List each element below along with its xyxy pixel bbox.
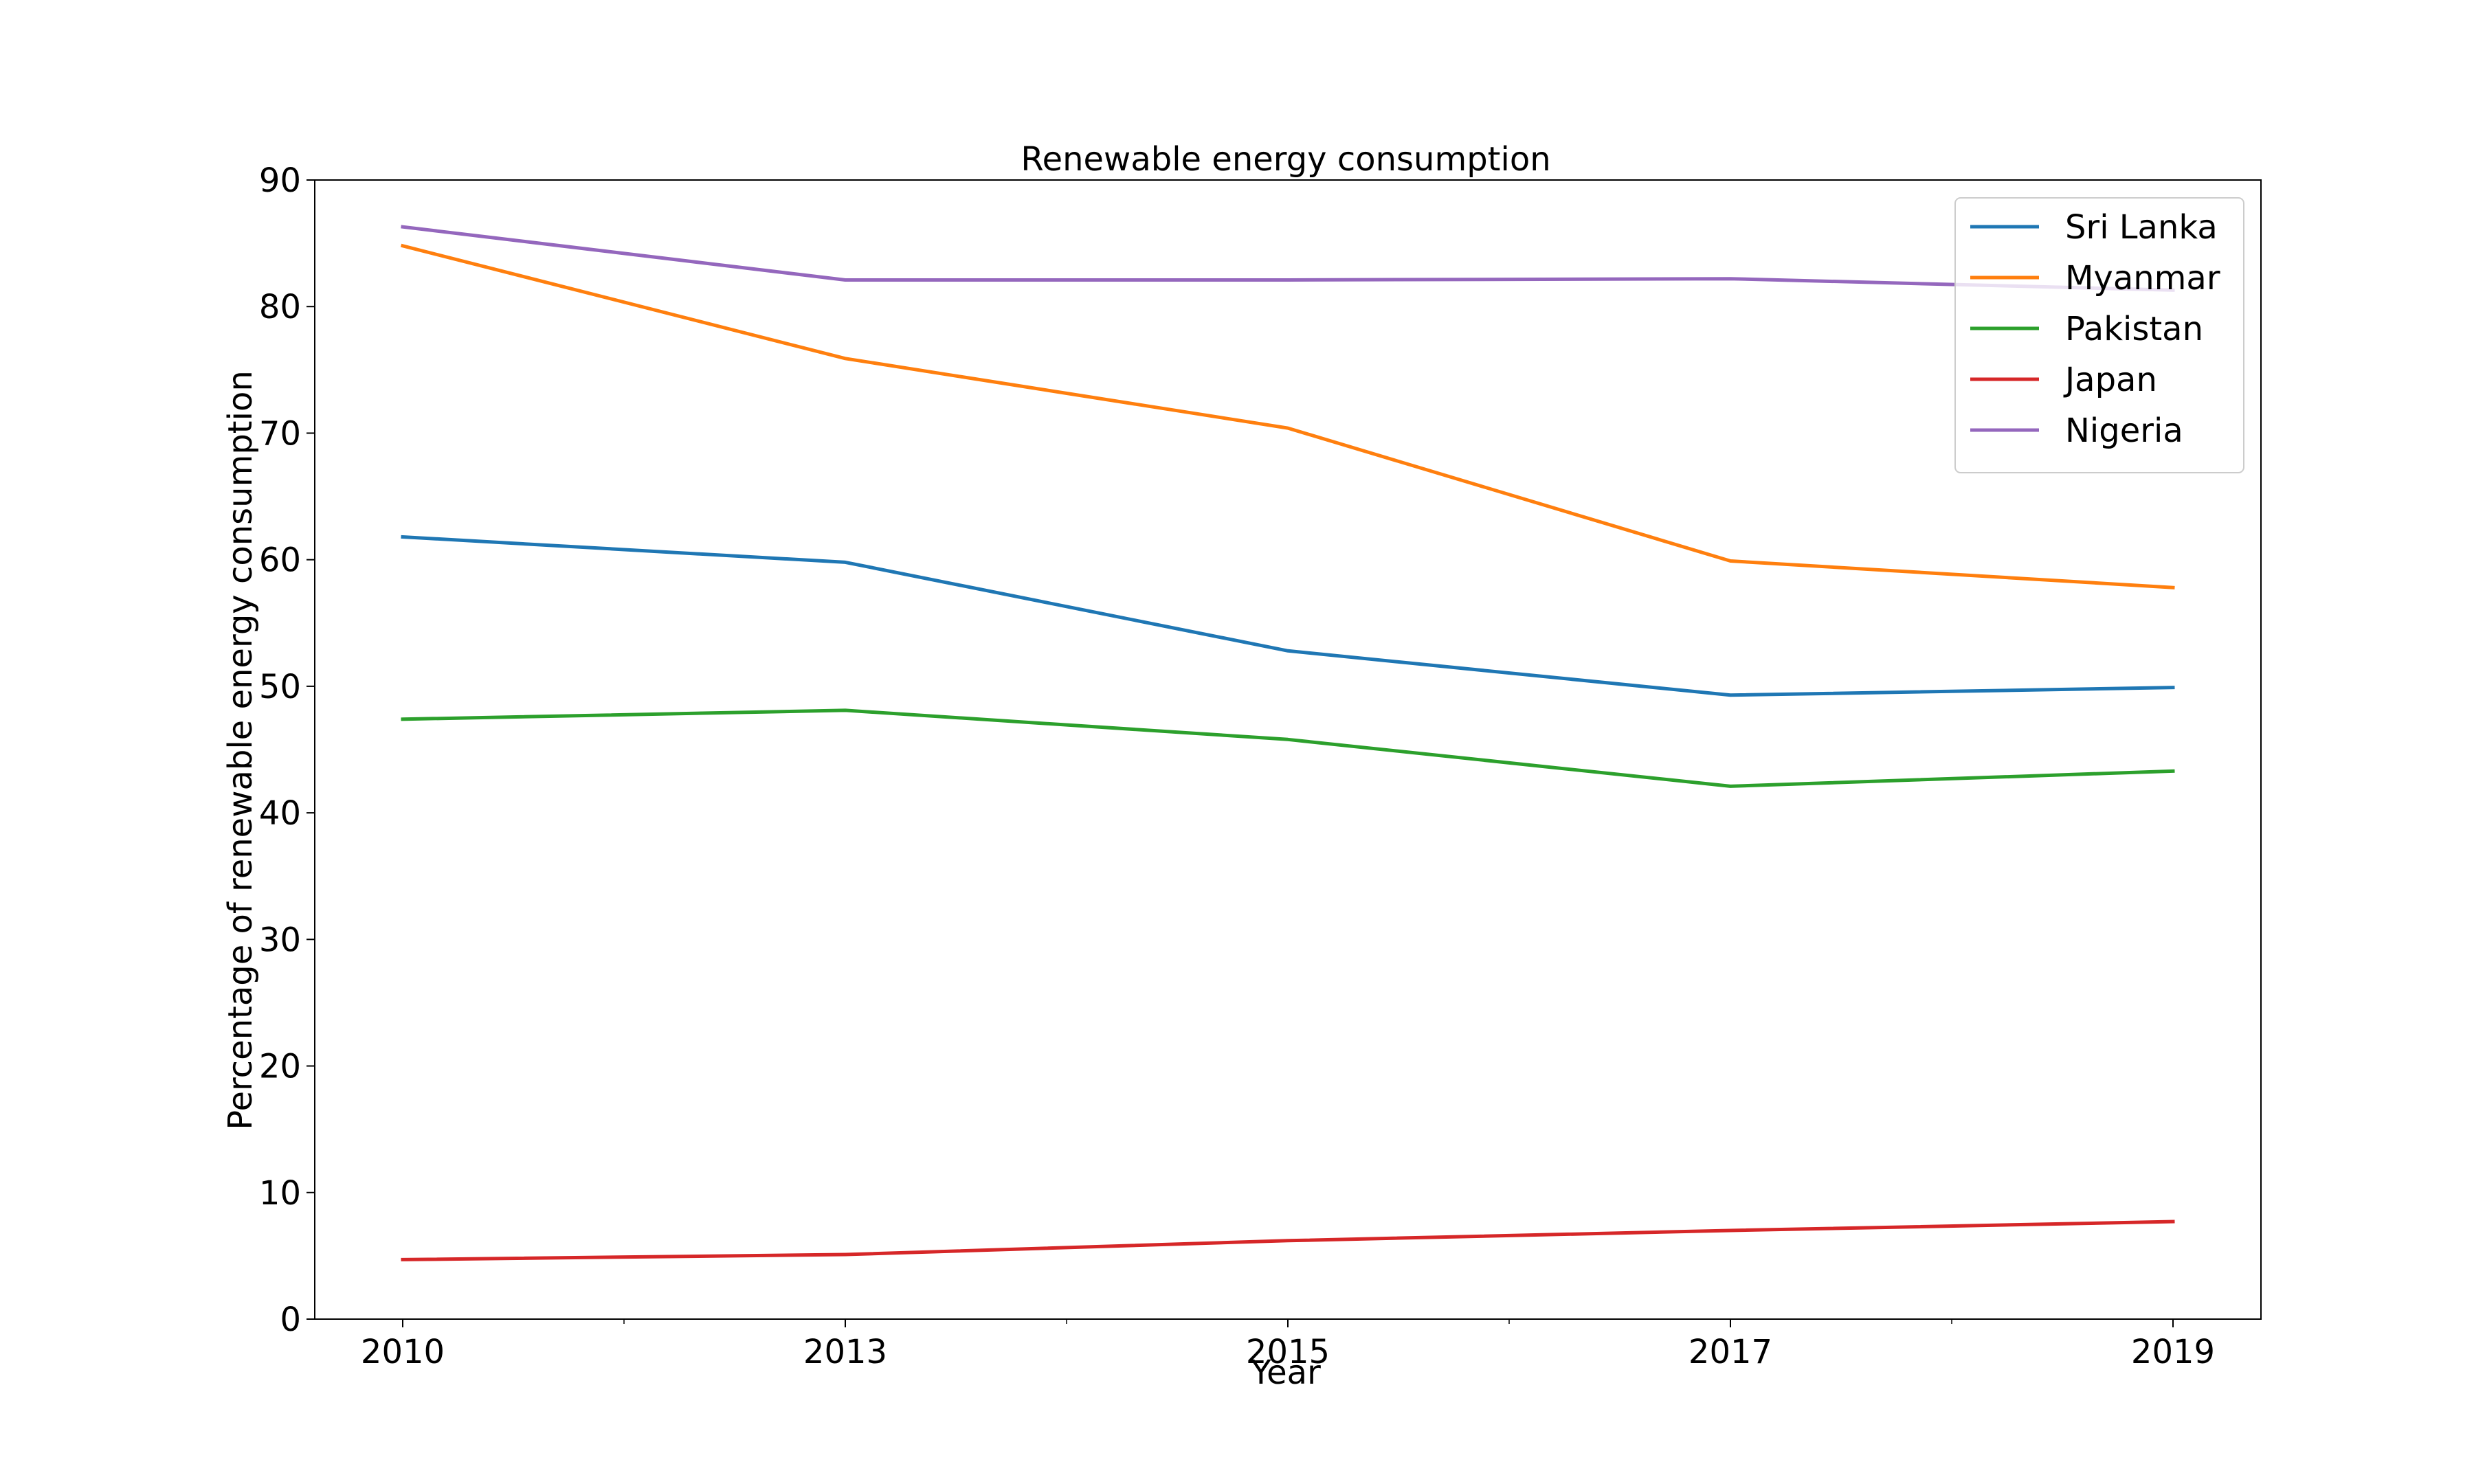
y-tick-label: 10 bbox=[259, 1174, 301, 1213]
y-axis-label: Percentage of renewable energy consumpti… bbox=[221, 370, 260, 1130]
x-tick-label: 2010 bbox=[361, 1333, 445, 1371]
y-tick-label: 90 bbox=[259, 161, 301, 200]
chart-title: Renewable energy consumption bbox=[1021, 140, 1550, 179]
legend-box bbox=[1954, 197, 2244, 473]
y-tick-label: 80 bbox=[259, 288, 301, 326]
series-line-sri-lanka bbox=[401, 535, 2175, 697]
legend-label: Sri Lanka bbox=[2065, 208, 2218, 247]
x-tick-label: 2017 bbox=[1689, 1333, 1772, 1371]
y-tick-label: 30 bbox=[259, 921, 301, 959]
legend-label: Nigeria bbox=[2065, 412, 2183, 450]
x-tick-label: 2019 bbox=[2131, 1333, 2215, 1371]
x-tick-label: 2015 bbox=[1246, 1333, 1330, 1371]
y-tick-label: 20 bbox=[259, 1048, 301, 1086]
y-tick-label: 60 bbox=[259, 541, 301, 580]
legend-label: Japan bbox=[2063, 361, 2157, 399]
legend-label: Pakistan bbox=[2065, 310, 2203, 348]
y-tick-label: 40 bbox=[259, 794, 301, 833]
series-line-pakistan bbox=[401, 708, 2175, 788]
series-line-myanmar bbox=[400, 243, 2175, 589]
y-tick-label: 50 bbox=[259, 668, 301, 706]
x-axis-label: Year bbox=[1250, 1353, 1321, 1392]
legend: Sri Lanka Myanmar Pakistan Japan Nigeria bbox=[1954, 197, 2244, 473]
series-line-japan bbox=[401, 1219, 2175, 1261]
y-tick-label: 0 bbox=[280, 1301, 301, 1339]
x-tick-label: 2013 bbox=[803, 1333, 887, 1371]
y-tick-label: 70 bbox=[259, 414, 301, 453]
series-line-nigeria bbox=[401, 225, 2175, 292]
legend-label: Myanmar bbox=[2065, 259, 2220, 297]
plot-area: 0 10 20 30 40 50 60 70 80 90 2010 2013 2015 2017 2019 bbox=[259, 161, 2262, 1371]
